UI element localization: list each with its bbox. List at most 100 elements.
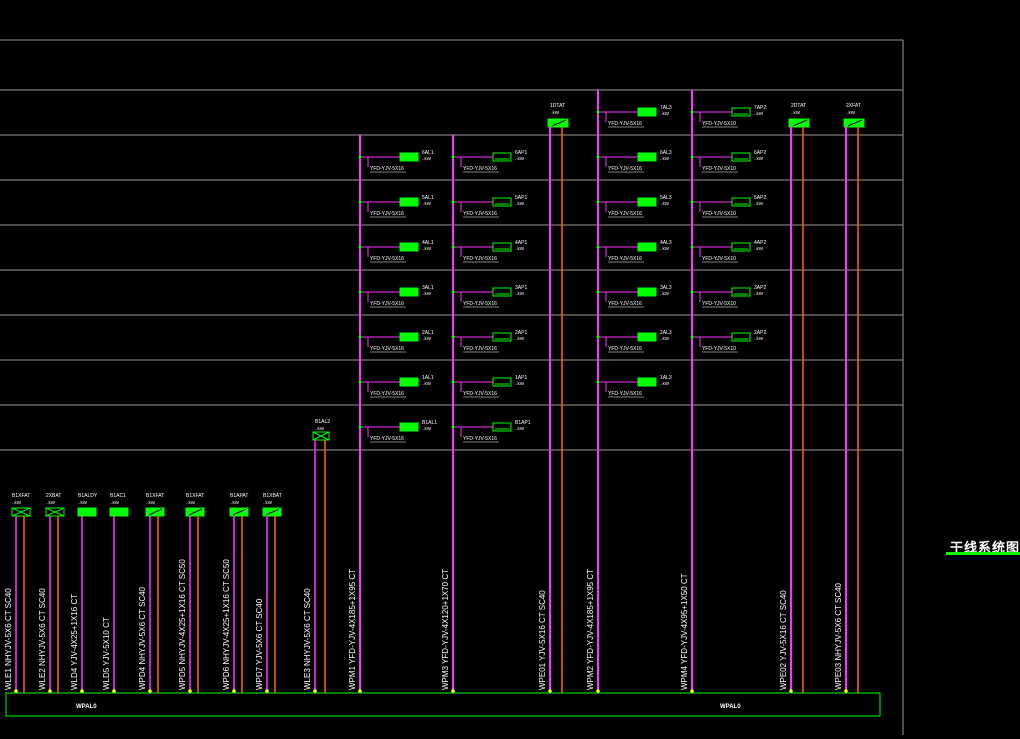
box-power: ..kW	[754, 111, 764, 116]
feeder-node	[265, 689, 269, 693]
box-mark	[847, 119, 863, 127]
branch-cable: YFD-YJV-5X10	[702, 301, 736, 307]
feeder-node	[358, 689, 362, 693]
box-name: B1XBAT	[263, 493, 282, 499]
box-name: B1XFAT	[186, 493, 204, 499]
box-name: 2AP2	[754, 330, 766, 336]
branch-node	[596, 245, 600, 249]
feeder-node	[188, 689, 192, 693]
branch-node	[690, 155, 694, 159]
branch-cable: YFD-YJV-5X16	[608, 121, 642, 127]
box-name: 2AP1	[515, 330, 527, 336]
feeder-cable-label: WPM3 YFD-YJV-4X120+1X70 CT	[441, 569, 450, 690]
box-power: ..kW	[660, 381, 670, 386]
branch-node	[451, 245, 455, 249]
branch-node	[451, 425, 455, 429]
distribution-box	[637, 197, 657, 207]
box-power: ..kW	[515, 381, 525, 386]
feeder-cable-label: WPM4 YFD-YJV-4X95+1X50 CT	[680, 573, 689, 690]
distribution-box	[492, 242, 512, 252]
box-power: ..kW	[660, 246, 670, 251]
box-power: ..kW	[515, 426, 525, 431]
box-name: 6AL1	[422, 150, 434, 156]
box-power: ..kW	[422, 381, 432, 386]
bus-label: WPAL0	[720, 704, 741, 710]
box-name: 4AL3	[660, 240, 672, 246]
box-name: 2XBAT	[46, 493, 61, 499]
ground-distribution-box	[45, 507, 65, 517]
box-name: 1AL1	[422, 375, 434, 381]
box-name: 5AL3	[660, 195, 672, 201]
branch-node	[690, 245, 694, 249]
box-power: ..kW	[146, 500, 156, 505]
box-name: B1AL1	[422, 420, 437, 426]
branch-node	[690, 110, 694, 114]
branch-node	[358, 290, 362, 294]
box-mark	[265, 508, 280, 516]
box-name: 3AP1	[515, 285, 527, 291]
box-power: ..kW	[46, 500, 56, 505]
branch-cable: YFD-YJV-5X16	[608, 346, 642, 352]
box-name: 4AP1	[515, 240, 527, 246]
box-name: 5AP1	[515, 195, 527, 201]
distribution-box	[731, 332, 751, 342]
box-power: ..kW	[754, 201, 764, 206]
box-power: ..kW	[422, 156, 432, 161]
branch-node	[690, 335, 694, 339]
branch-cable: YFD-YJV-5X16	[370, 436, 404, 442]
branch-cable: YFD-YJV-5X16	[463, 301, 497, 307]
box-cross	[11, 507, 31, 517]
branch-cable: YFD-YJV-5X16	[370, 391, 404, 397]
feeder-cable-label: WPD7 YJV-5X6 CT SC40	[255, 598, 264, 690]
distribution-box	[637, 107, 657, 117]
box-power: ..kW	[660, 336, 670, 341]
box-power: ..kW	[754, 336, 764, 341]
distribution-box	[399, 197, 419, 207]
branch-node	[596, 290, 600, 294]
feeder-cable-label: WPE02 YJV-5X16 CT SC40	[779, 590, 788, 690]
distribution-box	[399, 242, 419, 252]
distribution-box	[731, 152, 751, 162]
branch-node	[358, 335, 362, 339]
title-underline	[946, 552, 1020, 555]
box-name: 2XFAT	[846, 103, 861, 109]
distribution-box	[492, 377, 512, 387]
branch-node	[358, 200, 362, 204]
branch-node	[451, 380, 455, 384]
box-mark	[232, 508, 247, 516]
feeder-cable-label: WLD4 YJV-4X25+1X16 CT	[70, 594, 79, 690]
branch-cable: YFD-YJV-5X10	[702, 211, 736, 217]
feeder-cable-label: WLD5 YJV-5X10 CT	[102, 617, 111, 690]
box-power: ..kW	[422, 291, 432, 296]
box-power: ..kW	[754, 291, 764, 296]
box-name: B1XFAT	[146, 493, 164, 499]
box-power: ..kW	[515, 156, 525, 161]
box-mark	[792, 119, 808, 127]
box-name: 4AP2	[754, 240, 766, 246]
box-power: ..kW	[515, 246, 525, 251]
feeder-cable-label: WPD5 NHYJV-4X25+1X16 CT SC50	[178, 559, 187, 690]
branch-node	[451, 200, 455, 204]
branch-node	[596, 155, 600, 159]
feeder-node	[48, 689, 52, 693]
box-name: 6AP2	[754, 150, 766, 156]
feeder-cable-label: WPE03 NHYJV-5X6 CT SC40	[834, 582, 843, 690]
box-power: ..kW	[422, 336, 432, 341]
branch-node	[358, 245, 362, 249]
box-name: 2AL1	[422, 330, 434, 336]
box-power: ..kW	[660, 111, 670, 116]
box-power: ..kW	[660, 156, 670, 161]
branch-node	[596, 335, 600, 339]
box-power: ..kW	[660, 291, 670, 296]
feeder-node	[14, 689, 18, 693]
distribution-box	[492, 287, 512, 297]
branch-node	[358, 155, 362, 159]
feeder-node	[232, 689, 236, 693]
feeder-node	[789, 689, 793, 693]
box-name: 4AL1	[422, 240, 434, 246]
distribution-box	[399, 422, 419, 432]
distribution-box	[731, 107, 751, 117]
box-power: ..kW	[515, 336, 525, 341]
branch-cable: YFD-YJV-5X16	[608, 256, 642, 262]
distribution-box	[399, 377, 419, 387]
